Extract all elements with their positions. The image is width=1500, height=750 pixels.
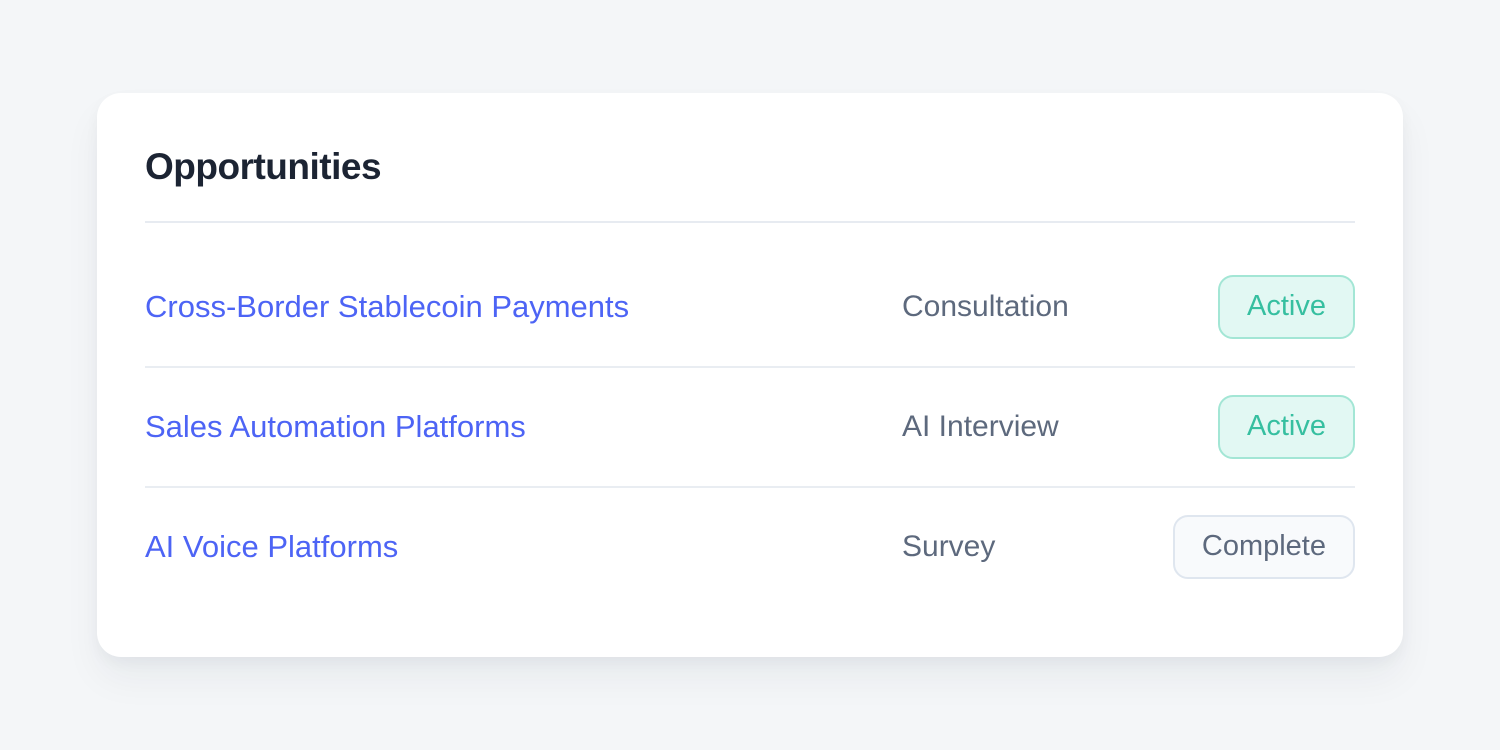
opportunity-type-label: Survey	[902, 530, 996, 563]
opportunity-row: Cross-Border Stablecoin Payments Consult…	[145, 248, 1355, 366]
status-badge: Active	[1218, 395, 1355, 459]
row-divider	[145, 366, 1355, 368]
opportunity-type-label: AI Interview	[902, 410, 1059, 443]
opportunity-link[interactable]: Cross-Border Stablecoin Payments	[145, 289, 630, 324]
row-divider	[145, 486, 1355, 488]
opportunities-list: Cross-Border Stablecoin Payments Consult…	[145, 248, 1355, 606]
status-badge: Active	[1218, 275, 1355, 339]
opportunity-link[interactable]: AI Voice Platforms	[145, 529, 399, 564]
card-title: Opportunities	[145, 146, 382, 187]
opportunity-row: Sales Automation Platforms AI Interview …	[145, 368, 1355, 486]
status-badge: Complete	[1172, 515, 1355, 579]
opportunity-row: AI Voice Platforms Survey Complete	[145, 488, 1355, 606]
opportunities-card: Opportunities Cross-Border Stablecoin Pa…	[97, 93, 1403, 657]
title-divider	[145, 221, 1355, 223]
opportunity-type-label: Consultation	[902, 290, 1069, 323]
opportunity-link[interactable]: Sales Automation Platforms	[145, 409, 526, 444]
